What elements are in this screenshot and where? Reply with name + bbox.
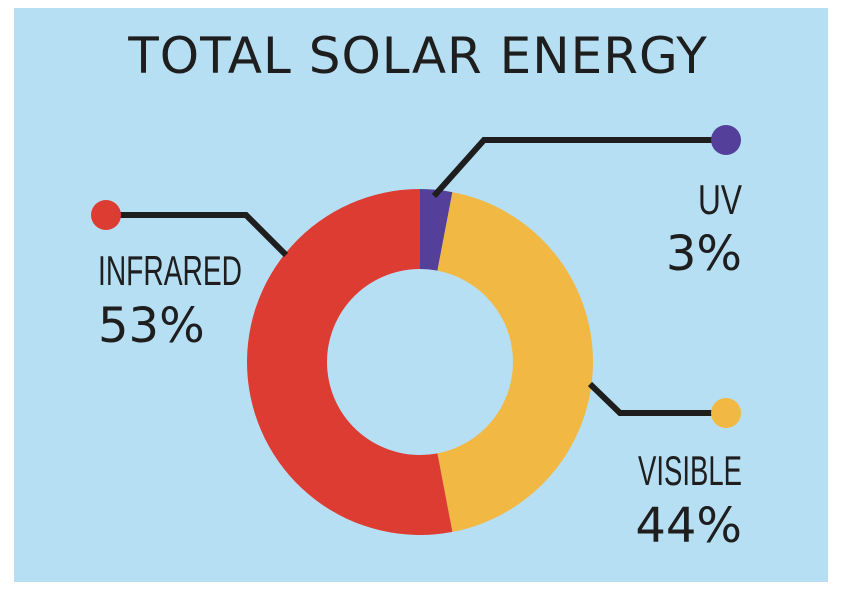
slice-visible: [437, 192, 593, 532]
visible-leader-line: [587, 381, 726, 416]
uv-value-label: 3%: [666, 226, 742, 282]
visible-label: VISIBLE: [638, 447, 742, 494]
visible-marker-dot: [711, 398, 741, 428]
infrared-label: INFRARED: [98, 247, 242, 294]
slice-uv: [420, 189, 453, 271]
visible-value-label: 44%: [635, 498, 742, 554]
chart-title: TOTAL SOLAR ENERGY: [127, 27, 708, 85]
uv-label: UV: [698, 176, 742, 223]
infrared-marker-dot: [91, 200, 121, 230]
infrared-value-label: 53%: [98, 298, 205, 354]
leader-lines: [91, 125, 741, 428]
infrared-leader-line: [106, 212, 289, 258]
donut-slices: [246, 189, 593, 535]
uv-marker-dot: [711, 125, 741, 155]
uv-leader-line: [431, 137, 726, 198]
slice-infrared: [246, 189, 453, 535]
